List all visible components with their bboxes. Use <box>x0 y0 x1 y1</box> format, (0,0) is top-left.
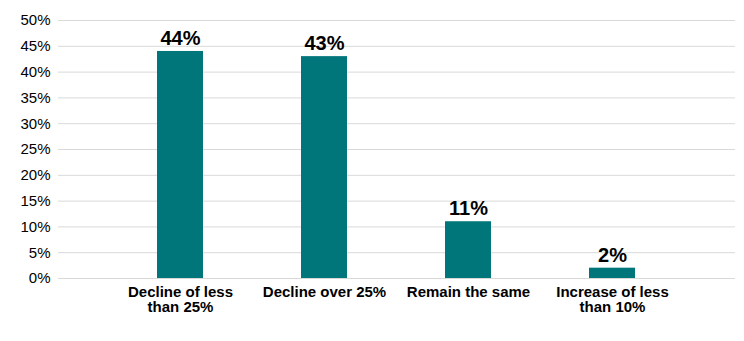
svg-text:11%: 11% <box>449 197 488 219</box>
svg-text:15%: 15% <box>20 192 50 209</box>
svg-text:Decline of lessthan 25%: Decline of lessthan 25% <box>128 283 233 315</box>
svg-text:45%: 45% <box>20 37 50 54</box>
svg-text:40%: 40% <box>20 63 50 80</box>
svg-text:43%: 43% <box>304 32 344 54</box>
svg-text:10%: 10% <box>20 218 50 235</box>
svg-text:44%: 44% <box>160 27 200 49</box>
svg-text:20%: 20% <box>20 166 50 183</box>
svg-text:35%: 35% <box>20 89 50 106</box>
svg-text:5%: 5% <box>29 244 51 261</box>
svg-text:0%: 0% <box>29 269 51 286</box>
svg-text:25%: 25% <box>20 140 50 157</box>
svg-text:Remain the same: Remain the same <box>407 283 530 300</box>
svg-text:Decline over 25%: Decline over 25% <box>263 283 386 300</box>
svg-text:30%: 30% <box>20 115 50 132</box>
svg-text:Increase of lessthan 10%: Increase of lessthan 10% <box>556 283 669 315</box>
svg-text:2%: 2% <box>598 244 627 266</box>
svg-text:50%: 50% <box>20 11 50 28</box>
